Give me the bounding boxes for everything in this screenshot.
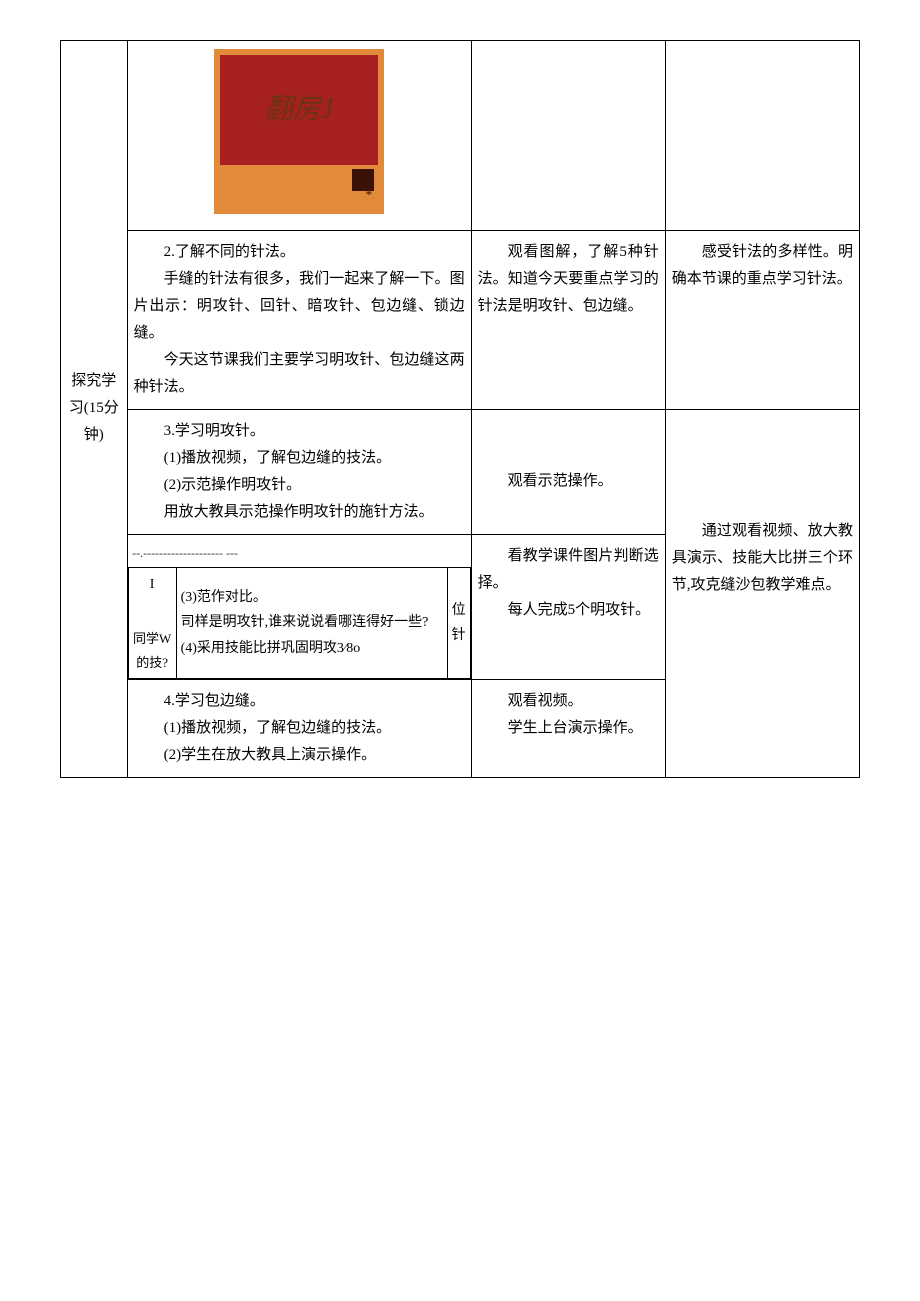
student-text: 观看示范操作。: [478, 468, 659, 495]
teacher-text: 今天这节课我们主要学习明攻针、包边缝这两种针法。: [134, 347, 465, 401]
inner-mid-text: (3)范作对比。: [181, 585, 443, 610]
intent-text: 感受针法的多样性。明确本节课的重点学习针法。: [672, 239, 853, 293]
illustration-caption: 翻房J: [220, 55, 378, 165]
student-text: 学生上台演示操作。: [478, 715, 659, 742]
intent-cell-empty: [665, 41, 859, 231]
student-text: 观看图解，了解5种针法。知道今天要重点学习的针法是明攻针、包边缝。: [478, 239, 659, 320]
inner-dash-row: --.-------------------- ---: [128, 541, 470, 567]
teacher-cell-img: 翻房J *: [127, 41, 471, 231]
inner-mid: (3)范作对比。 司样是明攻针,谁来说说看哪连得好一些? (4)采用技能比拼巩固…: [176, 567, 447, 678]
student-cell-4: 观看视频。 学生上台演示操作。: [471, 679, 665, 777]
inner-table: --.-------------------- --- I 同学W的技? (3)…: [128, 541, 471, 679]
table-row: 探究学习(15分钟) 翻房J *: [61, 41, 860, 231]
teacher-text: 手缝的针法有很多，我们一起来了解一下。图片出示：明攻针、回针、暗攻针、包边缝、锁…: [134, 266, 465, 347]
inner-left: I 同学W的技?: [128, 567, 176, 678]
teacher-text: 3.学习明攻针。: [134, 418, 465, 445]
intent-cell-merged: 通过观看视频、放大教具演示、技能大比拼三个环节,攻克缝沙包教学难点。: [665, 410, 859, 778]
teacher-text: 4.学习包边缝。: [134, 688, 465, 715]
student-cell-empty: [471, 41, 665, 231]
teacher-text: (1)播放视频，了解包边缝的技法。: [134, 715, 465, 742]
student-cell-1: 观看图解，了解5种针法。知道今天要重点学习的针法是明攻针、包边缝。: [471, 231, 665, 410]
student-text: 看教学课件图片判断选择。: [478, 543, 659, 597]
teacher-text: 2.了解不同的针法。: [134, 239, 465, 266]
stage-label: 探究学习(15分钟): [69, 373, 119, 443]
teacher-text: 用放大教具示范操作明攻针的施针方法。: [134, 499, 465, 526]
dash-text: --.-------------------- ---: [128, 541, 470, 567]
teacher-cell-1: 2.了解不同的针法。 手缝的针法有很多，我们一起来了解一下。图片出示：明攻针、回…: [127, 231, 471, 410]
teacher-cell-2: 3.学习明攻针。 (1)播放视频，了解包边缝的技法。 (2)示范操作明攻针。 用…: [127, 410, 471, 535]
inner-row: I 同学W的技? (3)范作对比。 司样是明攻针,谁来说说看哪连得好一些? (4…: [128, 567, 470, 678]
inner-mid-text: (4)采用技能比拼巩固明攻3⁄8o: [181, 636, 443, 661]
teacher-text: (2)示范操作明攻针。: [134, 472, 465, 499]
illustration-block: 翻房J *: [214, 49, 384, 214]
lesson-plan-table: 探究学习(15分钟) 翻房J * 2.了解不同的针法。 手缝的针法有很多，我们一…: [60, 40, 860, 778]
intent-text: 通过观看视频、放大教具演示、技能大比拼三个环节,攻克缝沙包教学难点。: [672, 518, 853, 599]
student-cell-2: 观看示范操作。: [471, 410, 665, 535]
inner-left-top: I: [133, 572, 172, 597]
intent-cell-1: 感受针法的多样性。明确本节课的重点学习针法。: [665, 231, 859, 410]
table-row: 2.了解不同的针法。 手缝的针法有很多，我们一起来了解一下。图片出示：明攻针、回…: [61, 231, 860, 410]
illustration-frame: 翻房J *: [214, 49, 384, 214]
star-icon: *: [220, 183, 372, 206]
inner-right: 位针: [447, 567, 470, 678]
teacher-text: (1)播放视频，了解包边缝的技法。: [134, 445, 465, 472]
teacher-cell-4: 4.学习包边缝。 (1)播放视频，了解包边缝的技法。 (2)学生在放大教具上演示…: [127, 679, 471, 777]
stage-cell: 探究学习(15分钟): [61, 41, 128, 778]
table-row: 3.学习明攻针。 (1)播放视频，了解包边缝的技法。 (2)示范操作明攻针。 用…: [61, 410, 860, 535]
student-text: 每人完成5个明攻针。: [478, 597, 659, 624]
teacher-text: (2)学生在放大教具上演示操作。: [134, 742, 465, 769]
student-text: 观看视频。: [478, 688, 659, 715]
inner-mid-text: 司样是明攻针,谁来说说看哪连得好一些?: [181, 610, 443, 635]
inner-left-bot: 同学W的技?: [133, 627, 172, 674]
student-cell-3: 看教学课件图片判断选择。 每人完成5个明攻针。: [471, 535, 665, 680]
teacher-cell-3: --.-------------------- --- I 同学W的技? (3)…: [127, 535, 471, 680]
